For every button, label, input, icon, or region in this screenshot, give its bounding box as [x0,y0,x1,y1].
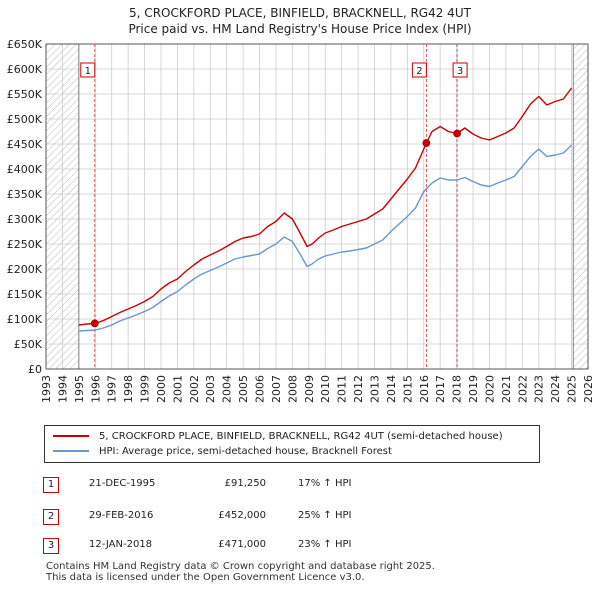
x-tick-label: 2010 [319,375,332,403]
sale-price: £452,000 [218,510,266,521]
sale-point [422,139,431,147]
x-tick-label: 2025 [566,375,579,403]
x-tick-label: 1998 [122,375,135,403]
x-tick-label: 2017 [434,375,447,403]
footer-licence: This data is licensed under the Open Gov… [46,572,365,583]
sale-hpi-change: 25% ↑ HPI [298,510,352,521]
y-tick-label: £650K [7,38,43,51]
legend: 5, CROCKFORD PLACE, BINFIELD, BRACKNELL,… [44,425,540,463]
sale-row: 3 12-JAN-2018 £471,000 23% ↑ HPI [0,538,600,558]
legend-label-property: 5, CROCKFORD PLACE, BINFIELD, BRACKNELL,… [99,430,503,442]
legend-swatch-property [53,435,89,437]
x-tick-label: 2000 [155,375,168,403]
sale-price: £471,000 [218,539,266,550]
x-tick-label: 2022 [516,375,529,403]
footer-copyright: Contains HM Land Registry data © Crown c… [46,561,435,572]
x-tick-label: 2004 [221,375,234,403]
sale-hpi-change: 17% ↑ HPI [298,478,352,489]
sale-marker-box [411,62,427,78]
y-tick-label: £400K [7,163,43,176]
x-tick-label: 2005 [237,375,250,403]
footer: Contains HM Land Registry data © Crown c… [46,561,435,583]
chart-subtitle: Price paid vs. HM Land Registry's House … [128,22,472,36]
x-tick-label: 2021 [500,375,513,403]
sale-number: 3 [43,538,59,554]
y-tick-label: £550K [7,88,43,101]
x-tick-label: 1994 [56,375,69,403]
x-tick-label: 1993 [40,375,53,403]
y-tick-label: £300K [7,213,43,226]
y-tick-label: £200K [7,263,43,276]
sale-point [453,129,461,138]
x-tick-label: 2018 [451,375,464,403]
sale-price: £91,250 [224,478,266,489]
sale-marker-label: 1 [85,66,91,77]
x-tick-label: 2026 [582,375,595,403]
property-price-line [78,87,573,326]
x-tick-label: 2007 [270,375,283,403]
y-tick-label: £50K [14,338,43,351]
x-tick-label: 2008 [286,375,299,403]
y-tick-label: £500K [7,113,43,126]
x-tick-label: 2016 [418,375,431,403]
x-tick-label: 1995 [73,375,86,403]
sale-number: 2 [43,509,59,525]
x-tick-label: 2015 [401,375,414,403]
sale-row: 1 21-DEC-1995 £91,250 17% ↑ HPI [0,477,600,497]
x-tick-label: 2011 [336,375,349,403]
y-tick-label: £100K [7,313,43,326]
x-tick-label: 2013 [368,375,381,403]
legend-label-hpi: HPI: Average price, semi-detached house,… [99,445,392,457]
sale-hpi-change: 23% ↑ HPI [298,539,352,550]
legend-item-hpi: HPI: Average price, semi-detached house,… [53,444,392,458]
sale-marker-label: 2 [416,66,422,77]
sale-date: 12-JAN-2018 [89,539,153,550]
x-tick-label: 2023 [533,375,546,403]
sale-point [90,319,99,328]
x-tick-label: 1999 [139,375,152,403]
y-tick-label: £350K [7,188,43,201]
hatched-region [573,44,588,369]
x-tick-label: 2020 [483,375,496,403]
y-tick-label: £600K [7,63,43,76]
sale-row: 2 29-FEB-2016 £452,000 25% ↑ HPI [0,509,600,529]
y-tick-label: £150K [7,288,43,301]
hpi-line [78,144,573,332]
sale-date: 29-FEB-2016 [89,510,154,521]
y-tick-label: £250K [7,238,43,251]
x-tick-label: 1996 [89,375,102,403]
legend-item-property: 5, CROCKFORD PLACE, BINFIELD, BRACKNELL,… [53,429,503,443]
x-tick-label: 2002 [188,375,201,403]
x-tick-label: 2014 [385,375,398,403]
sale-marker-box [80,62,96,78]
x-tick-label: 1997 [106,375,119,403]
legend-swatch-hpi [53,450,89,452]
price-chart: £0 £50K £100K £150K £200K £250K £300K £350K £400… [7,38,595,403]
sale-marker-box [452,62,468,78]
y-tick-label: £450K [7,138,43,151]
x-tick-label: 2006 [254,375,267,403]
plot-area [45,43,589,370]
x-tick-label: 2024 [549,375,562,403]
x-tick-label: 2012 [352,375,365,403]
x-tick-label: 2001 [171,375,184,403]
sale-marker-label: 3 [457,66,463,77]
y-tick-label: £0 [28,363,42,376]
x-tick-label: 2019 [467,375,480,403]
sale-number: 1 [43,477,59,493]
sale-date: 21-DEC-1995 [89,478,156,489]
x-tick-label: 2009 [303,375,316,403]
chart-title: 5, CROCKFORD PLACE, BINFIELD, BRACKNELL,… [129,6,471,20]
x-tick-label: 2003 [204,375,217,403]
